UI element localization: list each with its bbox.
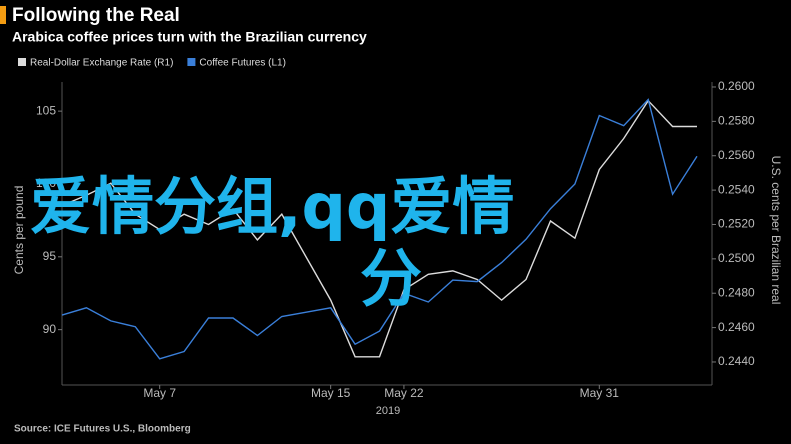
x-tick-label: May 31 [580, 386, 620, 400]
y2-tick-label: 0.2600 [718, 79, 755, 93]
y-tick-label: 95 [43, 249, 57, 263]
x-axis-label: 2019 [376, 405, 400, 417]
y-tick-label: 105 [36, 103, 56, 117]
x-tick-label: May 22 [384, 386, 424, 400]
y-tick-label: 100 [36, 176, 56, 190]
y-tick-label: 90 [43, 322, 57, 336]
legend-label: Real-Dollar Exchange Rate (R1) [30, 58, 173, 69]
y2-tick-label: 0.2440 [718, 354, 755, 368]
legend-swatch [187, 58, 196, 66]
x-tick-label: May 15 [311, 386, 351, 400]
y-axis-label: Cents per pound [12, 186, 26, 275]
brand-mark [0, 6, 6, 24]
y2-tick-label: 0.2580 [718, 114, 755, 128]
y2-tick-label: 0.2540 [718, 182, 755, 196]
y2-tick-label: 0.2520 [718, 217, 755, 231]
source: Source: ICE Futures U.S., Bloomberg [14, 424, 191, 435]
x-tick-label: May 7 [143, 386, 176, 400]
chart-subtitle: Arabica coffee prices turn with the Braz… [12, 29, 367, 45]
series-line [61, 98, 698, 360]
chart-title: Following the Real [12, 5, 180, 26]
series-line [61, 99, 697, 358]
overlay-text: 分 [360, 242, 422, 315]
legend-swatch [18, 58, 26, 66]
y2-axis-label: U.S. cents per Brazilian real [769, 156, 783, 305]
y2-tick-label: 0.2460 [718, 320, 755, 334]
y2-tick-label: 0.2480 [718, 285, 755, 299]
y2-tick-label: 0.2500 [718, 251, 755, 265]
legend-label: Coffee Futures (L1) [199, 58, 286, 69]
overlay-text: 爱情分组,qq爱情 [30, 170, 514, 243]
y2-tick-label: 0.2560 [718, 148, 755, 162]
